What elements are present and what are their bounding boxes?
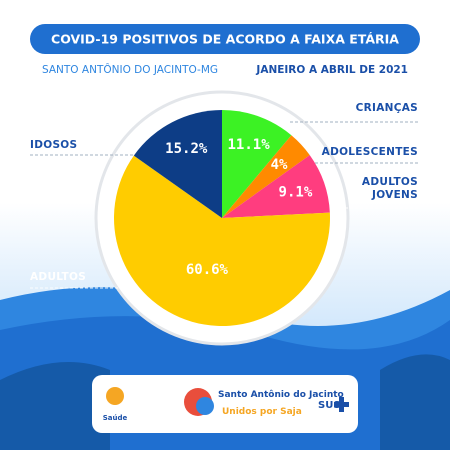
footer-box bbox=[92, 375, 358, 433]
slogan-text: Unidos por Saja bbox=[222, 407, 302, 417]
pie-slice bbox=[113, 155, 330, 326]
value-label: 11.1% bbox=[227, 137, 270, 153]
leader-lines bbox=[30, 121, 420, 289]
sus-text: SUS bbox=[318, 400, 341, 411]
chart-title: COVID-19 POSITIVOS DE ACORDO A FAIXA ETÁ… bbox=[51, 32, 399, 47]
category-label: ADULTOS JOVENS bbox=[361, 176, 418, 201]
category-label: ADOLESCENTES bbox=[321, 146, 418, 158]
sus-cross bbox=[334, 397, 349, 412]
logo-icon bbox=[106, 387, 124, 405]
pie-slice bbox=[133, 110, 222, 218]
subtitle: SANTO ANTÔNIO DO JACINTO-MG bbox=[42, 63, 218, 76]
category-label: ADULTOS bbox=[30, 271, 87, 283]
health-logo-text: Saúde bbox=[103, 414, 128, 422]
hill bbox=[0, 354, 450, 450]
value-label: 9.1% bbox=[279, 184, 313, 200]
pie: 11.1%4% 9.1% 60.6% 15.2% bbox=[113, 110, 330, 326]
period: JANEIRO A ABRIL DE 2021 bbox=[255, 64, 408, 76]
pie-slice bbox=[222, 155, 330, 218]
brand-text: Santo Antônio do Jacinto bbox=[218, 389, 344, 400]
title-bar bbox=[30, 24, 420, 54]
value-label: 4% bbox=[271, 157, 288, 173]
pie-slice bbox=[222, 110, 292, 218]
value-label: 15.2% bbox=[165, 141, 208, 157]
value-label: 60.6% bbox=[186, 262, 229, 278]
category-label: CRIANÇAS bbox=[355, 102, 418, 114]
logo-icon bbox=[196, 397, 214, 415]
category-label: IDOSOS bbox=[30, 139, 78, 151]
pie-slice bbox=[222, 135, 310, 218]
